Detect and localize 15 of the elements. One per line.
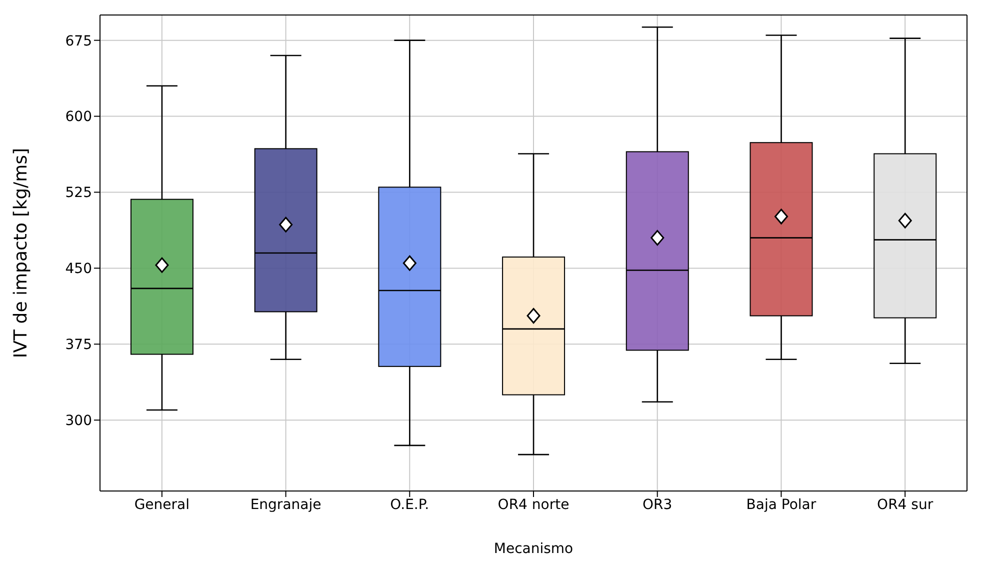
x-tick-label: O.E.P. xyxy=(390,496,430,513)
y-tick-label: 675 xyxy=(65,33,92,50)
x-tick-label: OR4 norte xyxy=(498,496,570,513)
x-axis-title: Mecanismo xyxy=(494,541,574,557)
y-axis-title: IVT de impacto [kg/ms] xyxy=(10,148,32,358)
x-tick-label: General xyxy=(134,496,190,513)
y-tick-label: 300 xyxy=(65,413,92,430)
x-tick-label: Baja Polar xyxy=(746,496,816,513)
x-tick-label: OR3 xyxy=(642,496,672,513)
y-tick-label: 450 xyxy=(65,261,92,278)
x-tick-label: OR4 sur xyxy=(877,496,934,513)
y-tick-label: 525 xyxy=(65,185,92,202)
y-tick-label: 600 xyxy=(65,109,92,126)
x-tick-label: Engranaje xyxy=(250,496,322,513)
y-tick-label: 375 xyxy=(65,337,92,354)
